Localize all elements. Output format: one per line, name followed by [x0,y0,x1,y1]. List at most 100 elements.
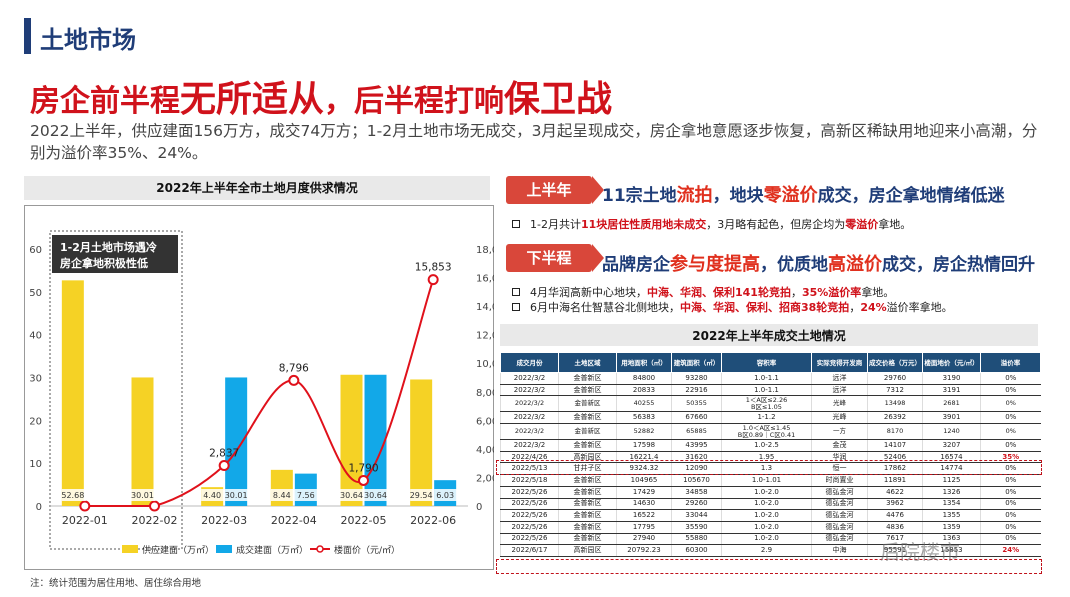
table-header-cell: 土地区域 [558,352,617,373]
second-half-bullet-2: 6月中海名仕智慧谷北侧地块，中海、华润、保利、招商38轮竞拍，24%溢价率拿地。 [512,299,953,315]
headline-part-3: ，后半程打响 [324,84,505,119]
h2-part-2: 参与度提高 [670,254,760,275]
bar-label-bg [225,489,250,501]
deal-bar-label: 7.56 [297,491,315,500]
price-point [79,500,91,512]
y-tick-label: 10 [29,459,42,470]
supply-bar-label: 4.40 [203,491,221,500]
h1-part-1: 11宗土地 [602,186,677,206]
bullet-square-icon [512,288,520,296]
table-cell: 24% [980,544,1041,557]
table-cell: 50355 [671,395,722,413]
table-cell: 德弘金河 [811,533,868,546]
table-cell: 7312 [867,384,923,397]
price-point [218,459,230,471]
h2-part-4: 高溢价 [828,254,882,275]
price-label: 1,790 [348,462,378,474]
y2-tick-label: 14,000 [476,302,494,313]
table-cell: 金普新区 [558,395,617,413]
table-cell: 2681 [922,395,981,413]
table-cell: 1-1.2 [721,411,812,425]
table-cell: 2022/3/2 [500,372,559,385]
table-row: 2022/3/2 金普新区 52882 65885 1.0＜A区≤1.45 B区0.89… [500,423,1041,441]
bar-label-bg [270,489,295,501]
table-cell: 0% [980,372,1041,385]
price-label: 8,796 [279,362,309,374]
second-half-tag: 下半程 [506,244,604,272]
callout-line-2: 房企拿地积极性低 [60,256,148,270]
highlight-row-jun [496,559,1042,574]
y-tick-label: 0 [36,502,42,513]
table-cell: 1355 [922,509,981,522]
price-point [288,374,300,386]
table-cell: 金普新区 [558,439,617,452]
table-cell: 时尚置业 [811,474,868,487]
bar-label-bg [364,489,389,501]
table-cell: 远洋 [811,384,868,397]
table-cell: 金茂 [811,439,868,452]
table-cell: 1354 [922,498,981,511]
supply-bar [410,379,433,506]
y2-tick-label: 2,000 [476,473,494,484]
b2-part-5: 拿地。 [861,286,895,299]
section-accent-bar [24,18,31,54]
table-cell: 1.0-2.0 [721,486,812,499]
price-point [427,274,439,286]
table-cell: 2022/5/26 [500,498,559,511]
table-cell: 德弘金河 [811,498,868,511]
table-cell: 4476 [867,509,923,522]
table-title-background [500,324,1038,346]
supply-bar-label: 30.01 [131,491,154,500]
table-cell: 67660 [671,411,722,425]
callout-line-1: 1-2月土地市场遇冷 [60,240,157,254]
table-cell: 远洋 [811,372,868,385]
table-cell: 光峰 [811,395,868,413]
table-cell: 2022/6/17 [500,544,559,557]
b1-part-2: 11块居住性质用地未成交 [580,218,707,231]
table-cell: 2022/3/2 [500,384,559,397]
b3-part-3: ， [849,301,861,314]
table-cell: 1.0-1.01 [721,474,812,487]
first-half-tag: 上半年 [506,176,604,204]
table-header-row: 成交月份 土地区域 用地面积（㎡） 建筑面积（㎡） 容积率 实际竞得开发商 成交价格（万元）… [500,352,1041,373]
table-cell: 43995 [671,439,722,452]
table-cell: 金普新区 [558,509,617,522]
table-cell: 2.9 [721,544,812,557]
table-cell: 金普新区 [558,384,617,397]
y2-tick-label: 6,000 [476,416,494,427]
table-cell: 1125 [922,474,981,487]
table-row: 2022/5/26 金普新区 27940 55880 1.0-2.0 德弘金河 7617 13… [500,533,1041,546]
table-cell: 95591 [867,544,923,557]
table-header-cell: 成交月份 [500,352,559,373]
table-cell: 3962 [867,498,923,511]
y2-tick-label: 16,000 [476,274,494,285]
bar-label-bg [294,489,319,501]
table-header-cell: 楼面地价（元/㎡） [922,352,981,373]
table-cell: 0% [980,395,1041,413]
table-cell: 1.0-2.0 [721,521,812,534]
x-tick-label: 2022-01 [62,514,108,527]
b3-part-5: 溢价率拿地。 [886,301,953,314]
h2-part-5: 成交，房企热情回升 [882,255,1035,275]
chart-footnote: 注：统计范围为居住用地、居住综合用地 [30,578,202,589]
price-label: 2,837 [209,447,239,459]
table-cell: 1.0-1.1 [721,384,812,397]
table-cell: 17598 [616,439,672,452]
price-label: 15,853 [415,262,452,274]
b2-part-3: ， [790,286,802,299]
table-cell: 1.0-2.5 [721,439,812,452]
supply-bar-label: 8.44 [273,491,291,500]
y2-tick-label: 18,000 [476,245,494,256]
second-half-bullet-1: 4月华润高新中心地块，中海、华润、保利141轮竞拍，35%溢价率拿地。 [512,284,894,300]
legend-supply-label: 供应建面（万㎡） [142,544,214,556]
y2-tick-label: 8,000 [476,388,494,399]
x-tick-label: 2022-05 [341,514,387,527]
table-cell: 1.0＜A区≤1.45 B区0.89｜C区0.41 [721,423,812,441]
table-header-cell: 用地面积（㎡） [616,352,672,373]
table-cell: 52882 [616,423,672,441]
callout-box [52,235,178,273]
table-cell: 金普新区 [558,423,617,441]
chart-title-background [24,176,490,200]
y2-tick-label: 10,000 [476,359,494,370]
table-cell: 金普新区 [558,474,617,487]
